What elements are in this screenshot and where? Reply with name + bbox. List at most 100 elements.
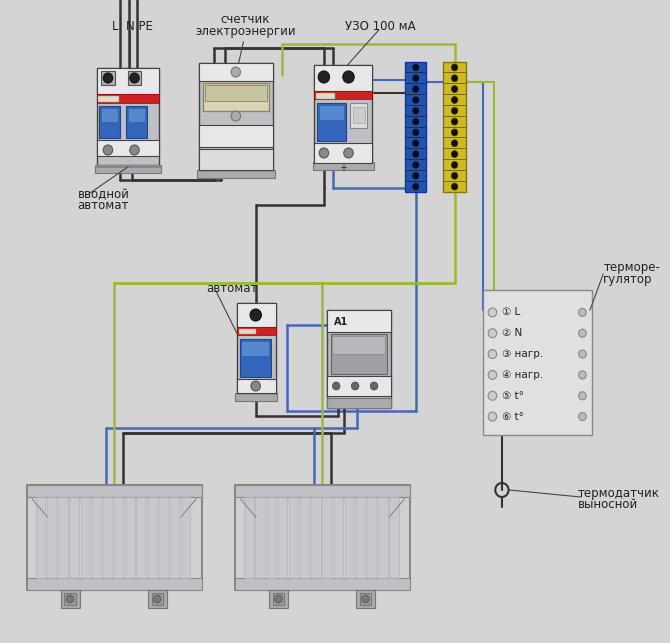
- Bar: [170, 497, 179, 578]
- Bar: [443, 159, 466, 160]
- Text: L  N PE: L N PE: [112, 19, 153, 33]
- Circle shape: [452, 75, 458, 82]
- Bar: [483, 290, 592, 435]
- Bar: [151, 593, 163, 605]
- Bar: [278, 497, 287, 578]
- Circle shape: [413, 75, 419, 82]
- Bar: [237, 327, 275, 335]
- Bar: [319, 105, 344, 120]
- Bar: [239, 329, 256, 334]
- Circle shape: [413, 161, 419, 168]
- Circle shape: [452, 140, 458, 147]
- Bar: [443, 181, 466, 182]
- Bar: [255, 497, 265, 578]
- Circle shape: [579, 413, 586, 421]
- Bar: [356, 497, 365, 578]
- Bar: [314, 91, 372, 99]
- Bar: [235, 485, 410, 590]
- Bar: [80, 497, 90, 578]
- Circle shape: [130, 73, 139, 83]
- Text: термодатчик: термодатчик: [578, 487, 660, 500]
- Bar: [199, 63, 273, 81]
- Circle shape: [413, 64, 419, 71]
- Bar: [405, 94, 426, 95]
- Bar: [64, 593, 76, 605]
- Text: УЗО 100 мА: УЗО 100 мА: [346, 19, 416, 33]
- Circle shape: [579, 371, 586, 379]
- Circle shape: [579, 329, 586, 337]
- Bar: [289, 497, 298, 578]
- Bar: [147, 497, 157, 578]
- Bar: [350, 103, 367, 128]
- Bar: [27, 578, 202, 590]
- Circle shape: [413, 172, 419, 179]
- Circle shape: [413, 129, 419, 136]
- Circle shape: [488, 391, 496, 400]
- Bar: [267, 497, 276, 578]
- Bar: [327, 376, 391, 396]
- Circle shape: [452, 129, 458, 136]
- Bar: [379, 497, 387, 578]
- Circle shape: [452, 150, 458, 158]
- Bar: [405, 62, 426, 192]
- Bar: [245, 497, 254, 578]
- Bar: [405, 105, 426, 106]
- Text: +: +: [339, 163, 347, 173]
- Circle shape: [488, 370, 496, 379]
- Bar: [330, 334, 387, 374]
- Text: ③ нагр.: ③ нагр.: [502, 349, 543, 359]
- Bar: [405, 148, 426, 149]
- Bar: [96, 140, 159, 156]
- Bar: [314, 65, 372, 91]
- Bar: [92, 497, 101, 578]
- Bar: [318, 103, 346, 141]
- Bar: [114, 497, 123, 578]
- Circle shape: [452, 64, 458, 71]
- Bar: [443, 94, 466, 95]
- Circle shape: [452, 183, 458, 190]
- Bar: [312, 162, 374, 170]
- Circle shape: [452, 172, 458, 179]
- Circle shape: [362, 595, 369, 603]
- Text: ⑤ t°: ⑤ t°: [502, 391, 524, 401]
- Bar: [300, 497, 310, 578]
- Bar: [235, 393, 277, 401]
- Bar: [137, 497, 145, 578]
- Bar: [405, 181, 426, 182]
- Circle shape: [103, 145, 113, 155]
- Circle shape: [413, 183, 419, 190]
- Text: гулятор: гулятор: [603, 273, 653, 287]
- Bar: [237, 303, 275, 327]
- Circle shape: [371, 382, 378, 390]
- Bar: [327, 310, 391, 408]
- Bar: [269, 590, 288, 608]
- Circle shape: [488, 412, 496, 421]
- Bar: [241, 341, 269, 356]
- Bar: [353, 107, 364, 123]
- Text: вводной: вводной: [78, 188, 129, 201]
- Bar: [202, 83, 269, 111]
- Bar: [389, 497, 399, 578]
- Bar: [443, 170, 466, 171]
- Text: ① L: ① L: [502, 307, 520, 318]
- Circle shape: [452, 118, 458, 125]
- Bar: [159, 497, 168, 578]
- Bar: [235, 485, 410, 497]
- Bar: [235, 578, 410, 590]
- Circle shape: [351, 382, 359, 390]
- Bar: [58, 497, 68, 578]
- Text: электроэнергии: электроэнергии: [195, 25, 295, 38]
- Circle shape: [344, 148, 353, 158]
- Bar: [273, 593, 284, 605]
- Bar: [101, 71, 115, 85]
- Bar: [314, 65, 372, 162]
- Bar: [128, 108, 145, 122]
- Bar: [199, 149, 273, 170]
- Bar: [94, 165, 161, 168]
- Bar: [197, 170, 275, 178]
- Bar: [199, 63, 273, 170]
- Text: ② N: ② N: [502, 328, 522, 338]
- Bar: [405, 159, 426, 160]
- Bar: [443, 148, 466, 149]
- Bar: [98, 96, 119, 102]
